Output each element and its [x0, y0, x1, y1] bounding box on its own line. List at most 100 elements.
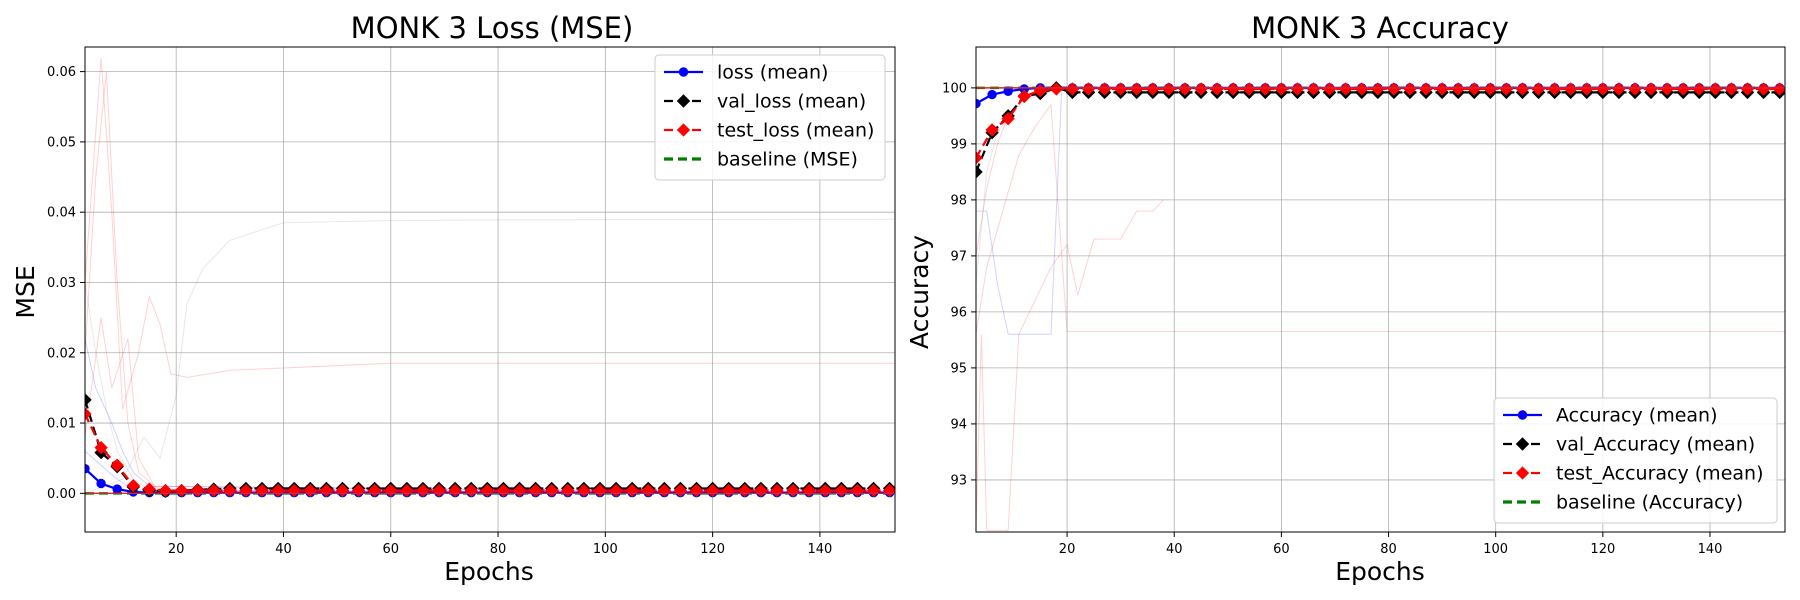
accuracy-chart-y-ticks: 93 94 95 96 97 98 99 100: [942, 81, 976, 488]
series-marker: [1403, 82, 1417, 96]
legend-label: val_loss (mean): [717, 91, 866, 113]
y-tick-label: 0.02: [47, 346, 76, 361]
series-marker: [1644, 82, 1658, 96]
accuracy-chart-series: [976, 81, 1785, 179]
legend-label: Accuracy (mean): [1556, 405, 1718, 427]
legend-marker: [676, 123, 691, 137]
background-run-line: [976, 103, 1785, 335]
series-marker: [1130, 82, 1144, 96]
x-tick-label: 60: [382, 542, 399, 557]
series-marker: [110, 458, 124, 472]
series-marker: [1306, 82, 1321, 96]
y-tick-label: 0.04: [47, 206, 76, 221]
x-tick-label: 140: [807, 542, 832, 557]
series-marker: [1097, 82, 1112, 96]
y-tick-label: 93: [950, 473, 967, 488]
loss-chart-series: [85, 393, 895, 498]
y-tick-label: 100: [942, 81, 967, 96]
legend-marker: [1515, 437, 1530, 451]
series-marker: [1580, 82, 1594, 96]
background-run-line: [85, 317, 895, 494]
series-marker: [1564, 82, 1578, 96]
x-tick-label: 20: [168, 542, 185, 557]
legend-box: [1493, 397, 1778, 524]
series-marker: [1419, 82, 1433, 96]
x-tick-label: 100: [593, 542, 618, 557]
series-marker: [1547, 82, 1562, 96]
series-marker: [126, 478, 140, 493]
accuracy-chart-panel: MONK 3 Accuracy 20 40 60 80 100 120 140 93 94 95…: [905, 11, 1786, 586]
y-tick-label: 0.01: [47, 417, 76, 432]
series-marker: [985, 123, 999, 137]
series-marker: [1003, 86, 1013, 96]
series-marker: [85, 393, 92, 407]
loss-chart-panel: MONK 3 Loss (MSE) 20 40 60 80 100 120 140 0.00…: [11, 11, 896, 586]
x-tick-label: 40: [1166, 542, 1183, 557]
y-tick-label: 97: [950, 249, 967, 264]
series-marker: [1001, 112, 1015, 126]
y-tick-label: 94: [950, 417, 967, 432]
x-tick-label: 120: [700, 542, 725, 557]
series-marker: [1274, 82, 1289, 96]
accuracy-chart-plot-frame: [975, 46, 1786, 533]
background-run-line: [85, 57, 895, 410]
x-tick-label: 40: [275, 542, 292, 557]
x-tick-label: 80: [490, 542, 507, 557]
legend-label: test_Accuracy (mean): [1556, 463, 1763, 485]
legend-marker: [1515, 466, 1530, 480]
accuracy-chart-title: MONK 3 Accuracy: [1251, 11, 1509, 45]
series-marker: [1708, 82, 1722, 96]
series-marker: [987, 89, 997, 100]
y-tick-label: 0.06: [47, 65, 76, 80]
y-tick-label: 0.03: [47, 276, 76, 291]
legend-label: loss (mean): [717, 62, 828, 84]
accuracy-chart-x-axis-label: Epochs: [1335, 557, 1425, 586]
series-marker: [1146, 82, 1160, 96]
series-marker: [1740, 82, 1755, 96]
series-marker: [1531, 82, 1546, 96]
legend-marker: [678, 67, 689, 77]
series-marker: [1499, 82, 1514, 96]
series-marker: [1596, 82, 1610, 96]
series-marker: [1612, 82, 1626, 96]
series-marker: [1065, 82, 1080, 96]
legend-label: baseline (MSE): [717, 149, 858, 171]
accuracy-chart-x-ticks: 20 40 60 80 100 120 140: [1059, 532, 1723, 557]
loss-chart-title: MONK 3 Loss (MSE): [351, 11, 634, 45]
series-marker: [1515, 82, 1530, 96]
series-marker: [1049, 82, 1064, 96]
series-marker: [1178, 82, 1192, 96]
loss-chart-y-axis-label: MSE: [11, 265, 40, 318]
series-marker: [112, 484, 122, 494]
series-marker: [1371, 82, 1385, 96]
x-tick-label: 20: [1059, 542, 1076, 557]
legend-label: baseline (Accuracy): [1556, 492, 1743, 514]
legend-marker: [676, 94, 691, 108]
loss-chart-x-axis-label: Epochs: [444, 557, 534, 586]
background-run-line: [85, 218, 895, 494]
series-marker: [1435, 82, 1449, 96]
series-marker: [1724, 82, 1739, 96]
y-tick-label: 98: [950, 193, 967, 208]
series-marker: [1290, 82, 1305, 96]
series-marker: [1339, 82, 1353, 96]
y-tick-label: 95: [950, 361, 967, 376]
legend-box: [654, 54, 886, 181]
series-marker: [1660, 82, 1674, 96]
x-tick-label: 120: [1590, 542, 1615, 557]
loss-chart-y-ticks: 0.00 0.01 0.02 0.03 0.04 0.05 0.06: [47, 65, 85, 502]
series-marker: [1676, 82, 1690, 96]
accuracy-chart-grid: [976, 47, 1785, 532]
series-marker: [976, 165, 983, 179]
series-marker: [976, 98, 981, 109]
series-marker: [1258, 82, 1272, 96]
loss-chart-legend: loss (mean) val_loss (mean) test_loss (mea…: [654, 54, 886, 181]
series-marker: [1017, 89, 1031, 103]
series-marker: [1387, 82, 1401, 96]
series-marker: [96, 478, 106, 489]
x-tick-label: 140: [1698, 542, 1723, 557]
series-marker: [1114, 82, 1128, 96]
series-marker: [142, 482, 157, 496]
series-marker: [1451, 82, 1465, 96]
series-marker: [1081, 82, 1096, 96]
